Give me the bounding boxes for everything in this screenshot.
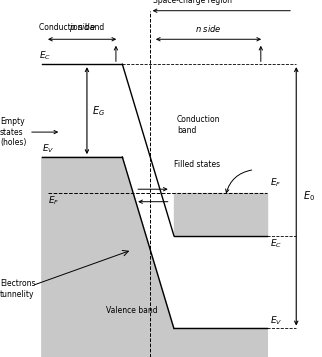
Text: $E_C$: $E_C$: [39, 50, 51, 62]
Text: Conduction band: Conduction band: [39, 23, 104, 32]
Text: $E_F$: $E_F$: [48, 195, 60, 207]
Text: Conduction
band: Conduction band: [177, 115, 221, 135]
Text: $E_0$: $E_0$: [303, 190, 315, 203]
Text: $E_F$: $E_F$: [270, 177, 282, 189]
Text: Space-charge region: Space-charge region: [153, 0, 232, 5]
Text: $E_C$: $E_C$: [270, 237, 283, 250]
Text: Filled states: Filled states: [174, 160, 220, 169]
Text: $E_G$: $E_G$: [92, 104, 105, 117]
Text: $E_V$: $E_V$: [42, 143, 54, 155]
Polygon shape: [174, 193, 267, 236]
Text: Empty
states
(holes): Empty states (holes): [0, 117, 26, 147]
Text: $p$ side: $p$ side: [69, 21, 96, 34]
Polygon shape: [42, 157, 267, 357]
Text: $E_V$: $E_V$: [270, 314, 283, 327]
Text: Electrons
tunnelity: Electrons tunnelity: [0, 280, 35, 299]
Text: $n$ side: $n$ side: [195, 23, 222, 34]
Text: Valence band: Valence band: [106, 306, 158, 315]
